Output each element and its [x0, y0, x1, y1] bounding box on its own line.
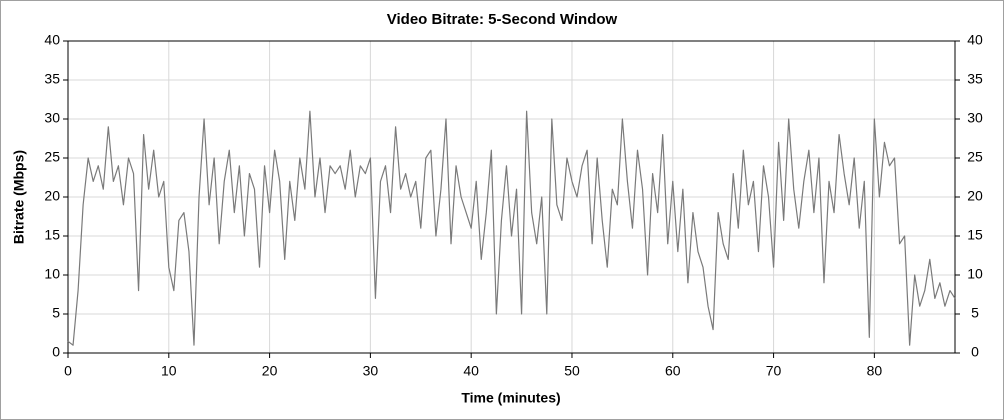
y2-tick-label: 20 [967, 188, 983, 204]
bitrate-line [67, 110, 956, 346]
y-axis-title: Bitrate (Mbps) [11, 150, 27, 244]
y2-tick-label: 10 [967, 266, 983, 282]
y2-tick-label: 40 [967, 32, 983, 48]
x-tick-label: 60 [665, 363, 681, 379]
y-tick-label: 5 [52, 305, 60, 321]
x-axis-title: Time (minutes) [461, 390, 560, 406]
x-tick-label: 20 [262, 363, 278, 379]
y2-tick-label: 35 [967, 71, 983, 87]
plot: 0 5 10 15 20 25 30 35 40 0 5 10 15 20 25 30 35 40 0 10 20 30 4… [44, 32, 983, 379]
x-tick-label: 30 [363, 363, 379, 379]
y-tick-label: 25 [44, 149, 60, 165]
x-tick-label: 80 [867, 363, 883, 379]
y-tick-label: 20 [44, 188, 60, 204]
y2-tick-label: 15 [967, 227, 983, 243]
y-tick-label: 15 [44, 227, 60, 243]
y-tick-label: 0 [52, 344, 60, 360]
y2-tick-label: 30 [967, 110, 983, 126]
y-tick-label: 40 [44, 32, 60, 48]
y2-tick-label: 0 [971, 344, 979, 360]
x-tick-label: 70 [766, 363, 782, 379]
y2-tick-label: 5 [971, 305, 979, 321]
chart-title: Video Bitrate: 5-Second Window [387, 11, 618, 28]
x-tick-label: 40 [463, 363, 479, 379]
y-tick-label: 35 [44, 71, 60, 87]
y-tick-label: 10 [44, 266, 60, 282]
x-tick-label: 0 [64, 363, 72, 379]
y2-tick-label: 25 [967, 149, 983, 165]
y-tick-label: 30 [44, 110, 60, 126]
x-tick-label: 10 [161, 363, 177, 379]
plot-border [67, 40, 956, 354]
x-tick-label: 50 [564, 363, 580, 379]
